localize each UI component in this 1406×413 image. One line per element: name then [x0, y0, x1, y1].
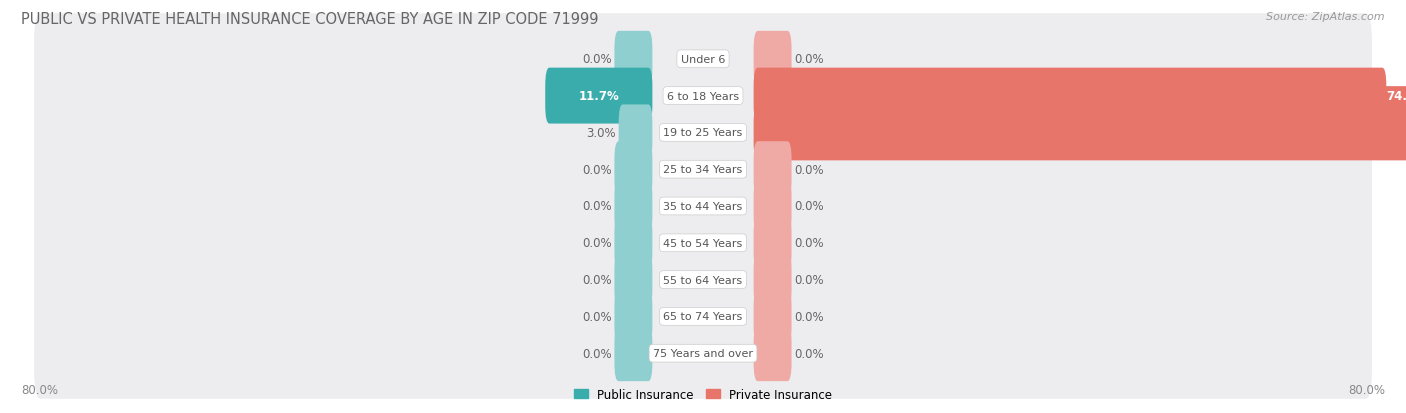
FancyBboxPatch shape	[34, 88, 1372, 178]
Text: PUBLIC VS PRIVATE HEALTH INSURANCE COVERAGE BY AGE IN ZIP CODE 71999: PUBLIC VS PRIVATE HEALTH INSURANCE COVER…	[21, 12, 599, 27]
Text: 25 to 34 Years: 25 to 34 Years	[664, 165, 742, 175]
Text: 0.0%: 0.0%	[794, 310, 824, 323]
FancyBboxPatch shape	[34, 51, 1372, 142]
Text: 6 to 18 Years: 6 to 18 Years	[666, 91, 740, 101]
FancyBboxPatch shape	[754, 69, 1386, 124]
Text: 80.0%: 80.0%	[1348, 384, 1385, 396]
FancyBboxPatch shape	[34, 271, 1372, 362]
Text: 0.0%: 0.0%	[582, 273, 612, 286]
FancyBboxPatch shape	[754, 178, 792, 235]
Text: 0.0%: 0.0%	[794, 163, 824, 176]
FancyBboxPatch shape	[754, 32, 792, 88]
Text: 80.0%: 80.0%	[21, 384, 58, 396]
Text: 74.0%: 74.0%	[1386, 90, 1406, 103]
Text: 45 to 54 Years: 45 to 54 Years	[664, 238, 742, 248]
Text: 0.0%: 0.0%	[582, 163, 612, 176]
Text: 0.0%: 0.0%	[582, 53, 612, 66]
Text: 65 to 74 Years: 65 to 74 Years	[664, 312, 742, 322]
Text: 35 to 44 Years: 35 to 44 Years	[664, 202, 742, 211]
FancyBboxPatch shape	[614, 252, 652, 308]
Text: 0.0%: 0.0%	[794, 273, 824, 286]
Text: 0.0%: 0.0%	[582, 237, 612, 250]
FancyBboxPatch shape	[614, 32, 652, 88]
Text: 0.0%: 0.0%	[582, 310, 612, 323]
FancyBboxPatch shape	[619, 105, 652, 161]
FancyBboxPatch shape	[614, 289, 652, 344]
FancyBboxPatch shape	[34, 198, 1372, 289]
FancyBboxPatch shape	[754, 289, 792, 344]
Text: 55 to 64 Years: 55 to 64 Years	[664, 275, 742, 285]
FancyBboxPatch shape	[546, 69, 652, 124]
FancyBboxPatch shape	[34, 161, 1372, 252]
FancyBboxPatch shape	[614, 325, 652, 381]
FancyBboxPatch shape	[34, 14, 1372, 105]
Text: Source: ZipAtlas.com: Source: ZipAtlas.com	[1267, 12, 1385, 22]
Text: 3.0%: 3.0%	[586, 127, 616, 140]
Text: 0.0%: 0.0%	[794, 53, 824, 66]
Text: 75 Years and over: 75 Years and over	[652, 348, 754, 358]
FancyBboxPatch shape	[614, 142, 652, 198]
Text: 19 to 25 Years: 19 to 25 Years	[664, 128, 742, 138]
Text: 0.0%: 0.0%	[794, 200, 824, 213]
Legend: Public Insurance, Private Insurance: Public Insurance, Private Insurance	[569, 383, 837, 406]
FancyBboxPatch shape	[614, 178, 652, 235]
Text: 11.7%: 11.7%	[578, 90, 619, 103]
FancyBboxPatch shape	[754, 325, 792, 381]
FancyBboxPatch shape	[614, 215, 652, 271]
FancyBboxPatch shape	[34, 235, 1372, 325]
Text: Under 6: Under 6	[681, 55, 725, 65]
Text: 0.0%: 0.0%	[794, 237, 824, 250]
Text: 0.0%: 0.0%	[582, 200, 612, 213]
FancyBboxPatch shape	[34, 308, 1372, 399]
FancyBboxPatch shape	[754, 215, 792, 271]
FancyBboxPatch shape	[34, 124, 1372, 215]
Text: 0.0%: 0.0%	[582, 347, 612, 360]
FancyBboxPatch shape	[754, 252, 792, 308]
Text: 0.0%: 0.0%	[794, 347, 824, 360]
FancyBboxPatch shape	[754, 142, 792, 198]
FancyBboxPatch shape	[754, 105, 1406, 161]
